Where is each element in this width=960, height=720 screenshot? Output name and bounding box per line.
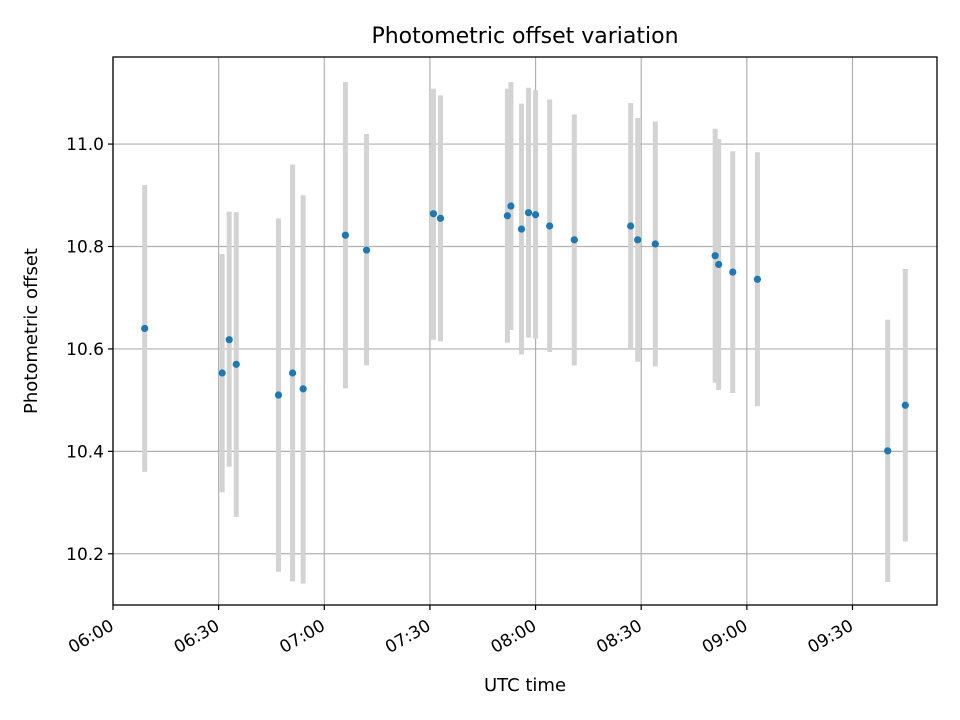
data-point [884, 447, 892, 455]
data-point [634, 236, 642, 244]
data-point [711, 252, 719, 260]
data-point [753, 275, 762, 283]
y-tick-label: 10.6 [66, 340, 104, 360]
data-point [436, 214, 445, 222]
data-point [507, 202, 515, 210]
data-point [225, 336, 233, 344]
data-point [429, 210, 438, 218]
data-point [729, 268, 737, 276]
data-point [141, 324, 149, 333]
data-point [546, 222, 554, 230]
y-tick-label: 10.8 [66, 237, 104, 257]
y-axis-label: Photometric offset [21, 248, 42, 414]
data-point [274, 391, 283, 399]
x-axis-label: UTC time [484, 675, 566, 696]
data-point [715, 260, 723, 269]
data-point [503, 212, 511, 220]
data-point [524, 209, 533, 217]
data-point [299, 385, 307, 393]
data-point [517, 225, 526, 233]
chart-title: Photometric offset variation [371, 24, 678, 49]
data-point [627, 222, 635, 230]
grid [112, 57, 937, 605]
data-point [570, 236, 578, 244]
data-point [901, 401, 909, 409]
data-point [232, 360, 240, 368]
plot-frame [112, 56, 938, 606]
data-point [362, 246, 371, 254]
data-point [341, 231, 350, 239]
y-tick-label: 10.2 [66, 545, 104, 565]
y-tick-label: 11.0 [66, 135, 104, 155]
y-tick-label: 10.4 [66, 442, 104, 462]
data-point [531, 211, 540, 219]
data-points [141, 202, 909, 455]
data-point [218, 369, 226, 377]
data-point [651, 240, 659, 248]
data-point [288, 369, 297, 377]
